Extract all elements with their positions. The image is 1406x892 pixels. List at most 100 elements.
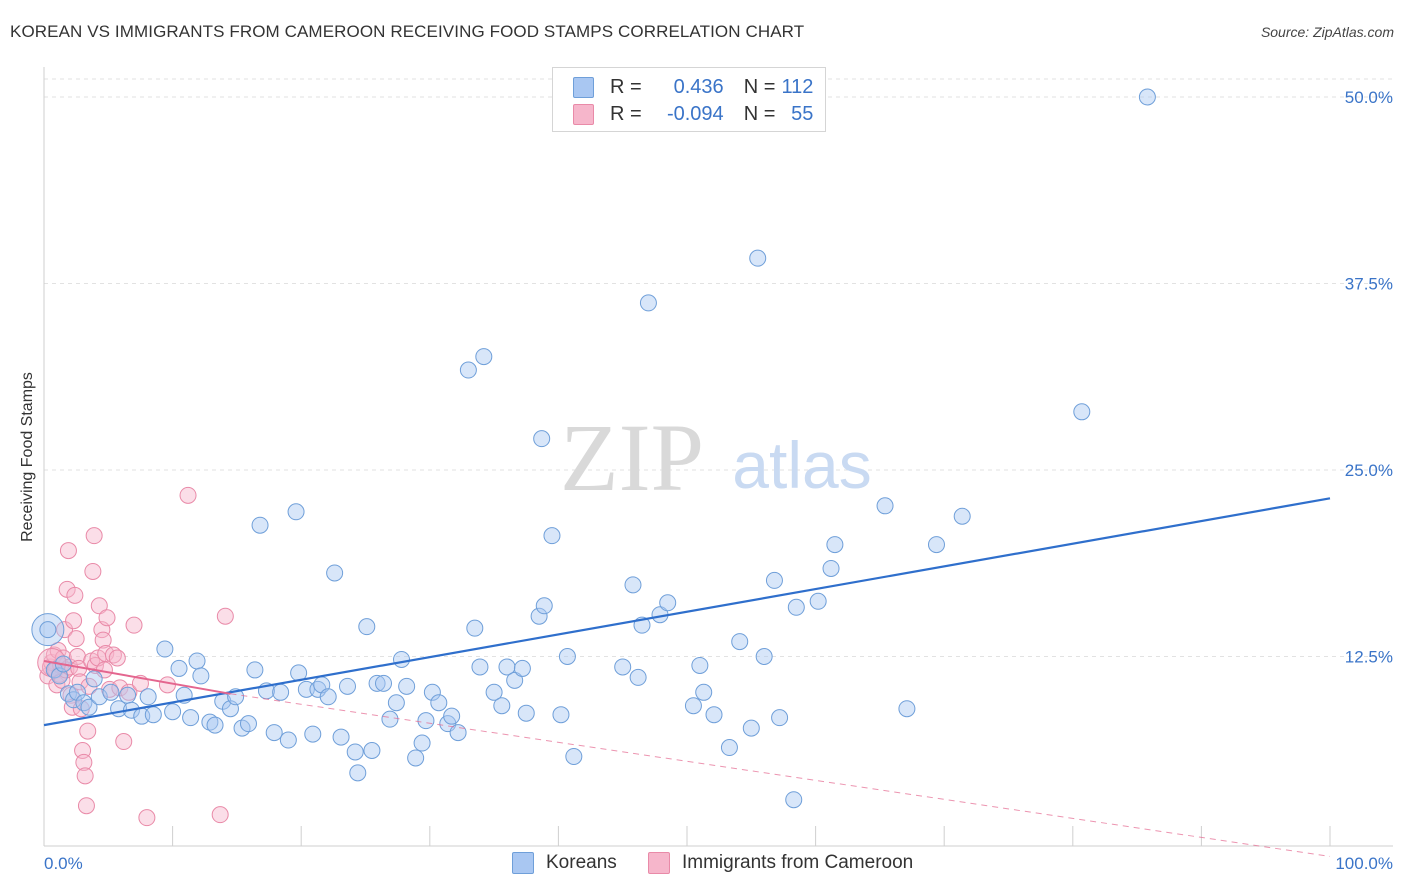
- korean-point: [119, 686, 137, 704]
- cameroon-point: [98, 609, 116, 627]
- korean-point: [387, 694, 405, 712]
- cameroon-point: [138, 809, 156, 827]
- cameroon-point: [120, 683, 138, 701]
- korean-point: [368, 674, 386, 692]
- korean-point: [659, 594, 677, 612]
- cameroon-point: [158, 676, 176, 694]
- korean-point: [809, 592, 827, 610]
- cameroon-point: [59, 542, 77, 560]
- korean-point: [75, 694, 93, 712]
- cameroon-point: [67, 630, 85, 648]
- cameroon-point: [125, 616, 143, 634]
- korean-trend-line: [43, 497, 1331, 727]
- korean-point: [466, 619, 484, 637]
- cameroon-point: [84, 562, 102, 580]
- legend-row-cameroon: R = -0.094 N = 55: [573, 102, 813, 126]
- korean-point: [381, 710, 399, 728]
- korean-point: [720, 739, 738, 757]
- korean-point: [485, 683, 503, 701]
- watermark-zip: ZIP: [560, 404, 704, 511]
- cameroon-trend-extension: [230, 693, 1331, 857]
- korean-point: [272, 683, 290, 701]
- korean-point: [898, 700, 916, 718]
- korean-point: [533, 430, 551, 448]
- cameroon-point: [75, 753, 93, 771]
- legend-item-cameroon[interactable]: Immigrants from Cameroon: [648, 852, 913, 874]
- cameroon-point: [211, 806, 229, 824]
- tick-labels: 12.5% 25.0% 37.5% 50.0% 0.0% 100.0%: [44, 88, 1393, 873]
- korean-point: [471, 658, 489, 676]
- korean-point: [639, 294, 657, 312]
- korean-point: [785, 791, 803, 809]
- axes: [43, 67, 1393, 847]
- legend-n-value: 112: [781, 75, 814, 98]
- legend-swatch-koreans: [512, 852, 534, 874]
- source-label: Source: ZipAtlas.com: [1260, 24, 1394, 40]
- korean-point: [953, 507, 971, 525]
- korean-point: [493, 697, 511, 715]
- korean-point: [297, 680, 315, 698]
- korean-point: [443, 707, 461, 725]
- legend-swatch-cameroon: [573, 103, 594, 125]
- korean-point: [265, 724, 283, 742]
- korean-point: [423, 683, 441, 701]
- cameroon-point: [108, 649, 126, 667]
- korean-point: [530, 607, 548, 625]
- bottom-legend: Koreans Immigrants from Cameroon: [0, 852, 1406, 876]
- chart-title: KOREAN VS IMMIGRANTS FROM CAMEROON RECEI…: [10, 22, 805, 41]
- korean-point: [201, 713, 219, 731]
- legend-label-cameroon: Immigrants from Cameroon: [682, 852, 914, 873]
- cameroon-point: [85, 527, 103, 545]
- korean-point: [695, 683, 713, 701]
- korean-point: [398, 677, 416, 695]
- korean-point: [85, 670, 103, 688]
- legend-n-label: N =: [743, 75, 776, 98]
- legend-r-label: R =: [610, 102, 642, 125]
- korean-point: [430, 694, 448, 712]
- korean-point: [517, 704, 535, 722]
- cameroon-point: [94, 631, 112, 649]
- korean-point: [251, 516, 269, 534]
- korean-point: [239, 715, 257, 733]
- korean-point: [614, 658, 632, 676]
- cameroon-point: [77, 797, 95, 815]
- cameroon-point: [179, 486, 197, 504]
- korean-point: [705, 706, 723, 724]
- cameroon-point: [79, 722, 97, 740]
- korean-point: [319, 688, 337, 706]
- korean-point: [684, 697, 702, 715]
- korean-point: [565, 747, 583, 765]
- cameroon-point: [90, 597, 108, 615]
- cameroon-point: [216, 607, 234, 625]
- korean-point: [338, 677, 356, 695]
- cameroon-trend-line: [43, 659, 231, 695]
- korean-point: [552, 706, 570, 724]
- cameroon-point: [65, 612, 83, 630]
- watermark-atlas: atlas: [732, 428, 871, 502]
- trend-lines: [43, 497, 1331, 857]
- korean-point: [375, 674, 393, 692]
- legend-n-value: 55: [791, 102, 814, 125]
- korean-point: [139, 688, 157, 706]
- korean-point: [363, 741, 381, 759]
- korean-point: [102, 683, 120, 701]
- korean-point: [787, 598, 805, 616]
- legend-item-koreans[interactable]: Koreans: [512, 852, 617, 874]
- legend-r-value: 0.436: [673, 75, 724, 98]
- korean-point: [742, 719, 760, 737]
- korean-point: [80, 698, 98, 716]
- korean-point: [535, 597, 553, 615]
- korean-point: [164, 703, 182, 721]
- korean-point: [304, 725, 322, 743]
- korean-point: [1073, 403, 1091, 421]
- korean-point-large: [31, 613, 65, 647]
- korean-point: [624, 576, 642, 594]
- korean-point: [449, 724, 467, 742]
- cameroon-point: [76, 767, 94, 785]
- korean-point: [822, 559, 840, 577]
- korean-point: [144, 706, 162, 724]
- cameroon-point: [56, 621, 74, 639]
- korean-point: [393, 650, 411, 668]
- legend-r-label: R =: [610, 75, 642, 98]
